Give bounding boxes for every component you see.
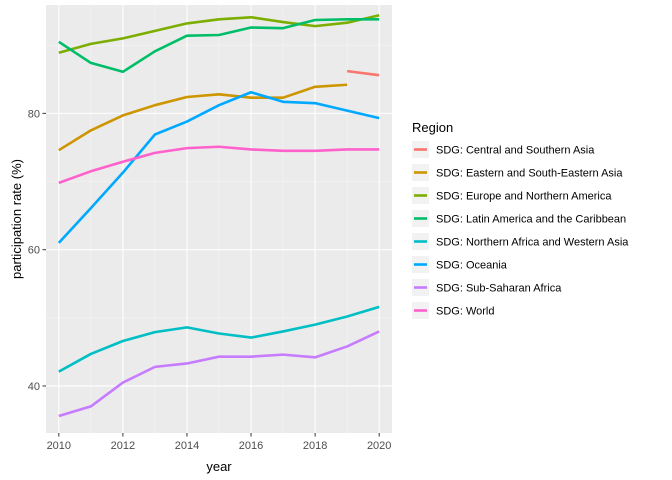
- x-tick-label: 2020: [367, 440, 391, 452]
- y-tick-label: 60: [28, 245, 40, 257]
- legend: Region SDG: Central and Southern Asia SDG…: [412, 120, 629, 319]
- series-line-6: [58, 330, 380, 418]
- x-tick-label: 2010: [47, 440, 71, 452]
- legend-item-0: SDG: Central and Southern Asia: [412, 141, 595, 158]
- legend-label: SDG: Latin America and the Caribbean: [436, 214, 626, 226]
- legend-label: SDG: Northern Africa and Western Asia: [436, 237, 629, 249]
- legend-item-5: SDG: Oceania: [412, 256, 508, 273]
- legend-label: SDG: Sub-Saharan Africa: [436, 283, 562, 295]
- x-axis-title: year: [206, 459, 232, 474]
- legend-title: Region: [412, 120, 453, 135]
- legend-item-4: SDG: Northern Africa and Western Asia: [412, 233, 629, 250]
- legend-item-1: SDG: Eastern and South-Eastern Asia: [412, 164, 623, 181]
- series-line-7: [58, 145, 380, 185]
- y-axis-title: participation rate (%): [9, 159, 24, 279]
- series-line-4: [58, 305, 380, 373]
- series-line-2: [58, 13, 380, 54]
- x-tick-label: 2012: [111, 440, 135, 452]
- legend-label: SDG: Europe and Northern America: [436, 191, 612, 203]
- legend-item-3: SDG: Latin America and the Caribbean: [412, 210, 626, 227]
- series-lines: [57, 13, 380, 418]
- legend-label: SDG: Central and Southern Asia: [436, 145, 595, 157]
- legend-label: SDG: World: [436, 306, 494, 318]
- y-tick-label: 80: [28, 108, 40, 120]
- series-line-0: [346, 69, 380, 77]
- x-axis: 2010 2012 2014 2016 2018 2020: [47, 433, 391, 452]
- legend-item-6: SDG: Sub-Saharan Africa: [412, 279, 562, 296]
- legend-label: SDG: Eastern and South-Eastern Asia: [436, 168, 623, 180]
- minor-gridlines: [46, 5, 392, 433]
- x-tick-label: 2014: [175, 440, 199, 452]
- series-line-1: [58, 83, 348, 152]
- x-tick-label: 2016: [239, 440, 263, 452]
- legend-item-2: SDG: Europe and Northern America: [412, 187, 612, 204]
- x-tick-label: 2018: [303, 440, 327, 452]
- series-line-3: [58, 18, 380, 74]
- legend-label: SDG: Oceania: [436, 260, 508, 272]
- major-gridlines: [46, 5, 392, 433]
- series-line-5: [57, 90, 380, 244]
- legend-item-7: SDG: World: [412, 302, 494, 319]
- y-tick-label: 40: [28, 381, 40, 393]
- y-axis: 40 60 80: [28, 108, 46, 393]
